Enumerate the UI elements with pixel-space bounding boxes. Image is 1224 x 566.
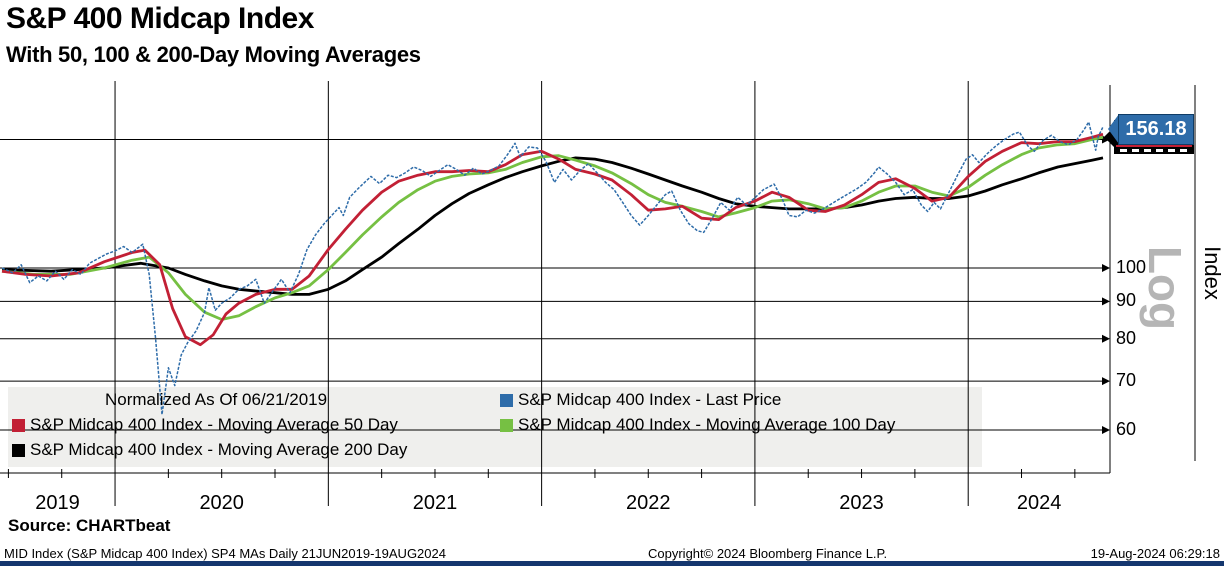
y-tick-label: 60: [1116, 418, 1137, 439]
y-tick-label: 80: [1116, 327, 1137, 348]
series-last_price: [1, 121, 1104, 416]
page-subtitle: With 50, 100 & 200-Day Moving Averages: [6, 42, 421, 67]
legend-box: [8, 387, 982, 467]
series-ma100: [1, 135, 1104, 321]
ma200-swatch-icon: [12, 443, 25, 457]
x-year-label: 2023: [839, 492, 884, 514]
ma100-value-badge-edge: [1120, 149, 1190, 152]
legend-item-ma200[interactable]: S&P Midcap 400 Index - Moving Average 20…: [12, 440, 407, 460]
legend-item-label: S&P Midcap 400 Index - Moving Average 50…: [30, 415, 398, 434]
legend-normalized-note: Normalized As Of 06/21/2019: [105, 390, 327, 410]
last-price-badge-arrow-icon: [1108, 114, 1119, 144]
legend-item-label: S&P Midcap 400 Index - Moving Average 10…: [518, 415, 896, 434]
legend-item-label: S&P Midcap 400 Index - Moving Average 20…: [30, 440, 408, 459]
last-price-badge[interactable]: 156.18: [1118, 114, 1194, 145]
tick-arrow-icon: [1102, 377, 1110, 386]
ma100-swatch-icon: [500, 418, 513, 432]
window-bottom-bar: [0, 561, 1224, 566]
x-year-label: 2019: [35, 492, 80, 514]
footer-copyright: Copyright© 2024 Bloomberg Finance L.P.: [648, 546, 888, 561]
source-label: Source: CHARTbeat: [8, 516, 171, 535]
ma50-value-badge-edge: [1116, 145, 1192, 147]
legend-item-label: S&P Midcap 400 Index - Last Price: [518, 390, 782, 409]
x-year-label: 2024: [1016, 492, 1062, 514]
legend-item-ma50[interactable]: S&P Midcap 400 Index - Moving Average 50…: [12, 415, 398, 435]
legend-item-last-price[interactable]: S&P Midcap 400 Index - Last Price: [500, 390, 781, 410]
page-title: S&P 400 Midcap Index: [6, 2, 314, 35]
tick-arrow-icon: [1102, 334, 1110, 343]
tick-arrow-icon: [1102, 264, 1110, 272]
x-year-label: 2021: [412, 492, 458, 514]
tick-arrow-icon: [1102, 425, 1110, 434]
legend-normalized-text: Normalized As Of 06/21/2019: [105, 390, 328, 409]
y-axis-title: Index: [1200, 246, 1224, 300]
series-ma200: [1, 156, 1104, 296]
ma50-swatch-icon: [12, 418, 25, 432]
series-ma50: [1, 132, 1104, 347]
tick-arrow-icon: [1102, 297, 1110, 306]
y-tick-label: 90: [1116, 290, 1137, 311]
x-year-label: 2022: [626, 492, 671, 514]
x-year-label: 2020: [199, 492, 244, 514]
y-tick-label: 100: [1116, 257, 1147, 277]
legend-item-ma100[interactable]: S&P Midcap 400 Index - Moving Average 10…: [500, 415, 895, 435]
last-price-swatch-icon: [500, 393, 513, 407]
footer-timestamp: 19-Aug-2024 06:29:18: [1090, 546, 1220, 561]
y-tick-label: 70: [1116, 370, 1137, 391]
footer-ticker-info: MID Index (S&P Midcap 400 Index) SP4 MAs…: [4, 546, 446, 561]
